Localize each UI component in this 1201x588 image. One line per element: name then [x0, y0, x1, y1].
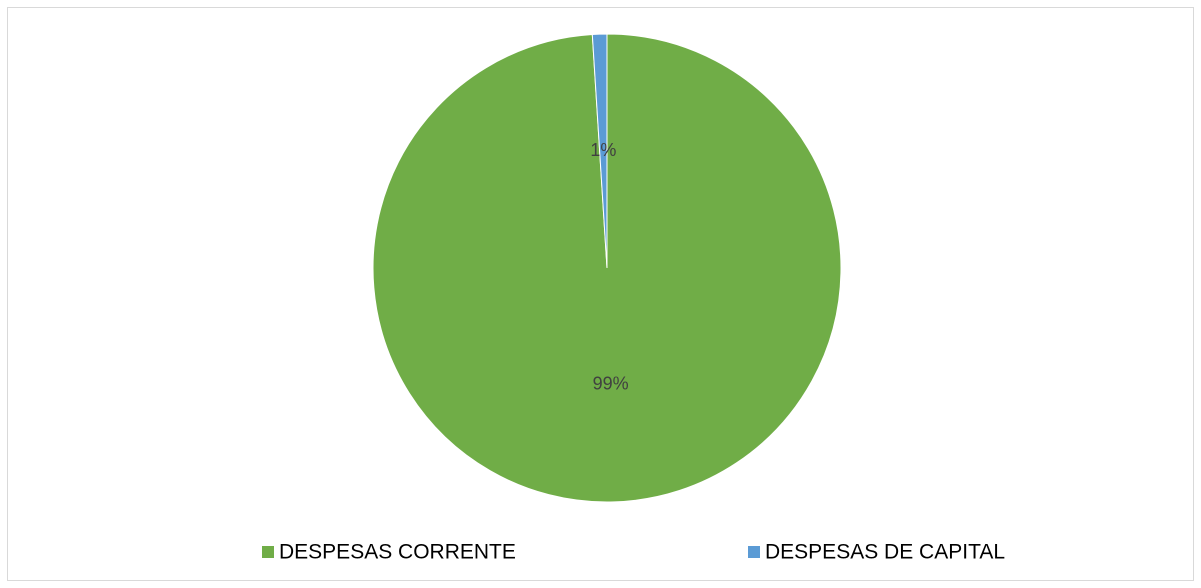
- data-label: 99%: [593, 374, 629, 394]
- legend-label: DESPESAS DE CAPITAL: [765, 541, 1005, 564]
- legend-swatch: [748, 546, 760, 558]
- data-label: 1%: [590, 140, 616, 160]
- pie: 99% 1%: [372, 33, 842, 503]
- legend-swatch: [262, 546, 274, 558]
- legend-label: DESPESAS CORRENTE: [279, 541, 516, 564]
- pie-slice: [591, 33, 608, 269]
- legend: DESPESAS CORRENTE DESPESAS DE CAPITAL: [262, 541, 1005, 564]
